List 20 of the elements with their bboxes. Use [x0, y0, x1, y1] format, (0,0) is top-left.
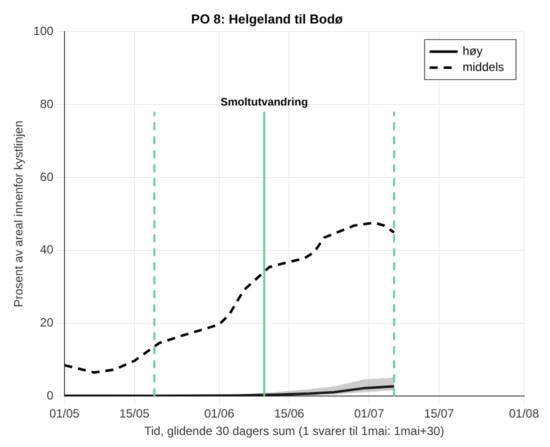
x-tick-label: 15/06 — [274, 406, 305, 421]
line-series — [64, 221, 396, 374]
x-tick-label: 15/07 — [424, 406, 454, 421]
legend-label: middels — [462, 60, 504, 74]
y-tick-label: 100 — [33, 24, 54, 38]
x-tick-label: 01/06 — [204, 406, 235, 421]
x-tick-label: 01/08 — [508, 406, 540, 421]
legend-label: høy — [462, 44, 483, 58]
x-tick-label: 15/05 — [119, 406, 150, 421]
y-tick-label: 0 — [46, 388, 54, 403]
y-tick-label: 80 — [40, 96, 54, 111]
chart-title: PO 8: Helgeland til Bodø — [191, 11, 343, 26]
x-axis-title: Tid, glidende 30 dagers sum (1 svarer til 1mai: 1mai+30) — [144, 424, 444, 438]
y-tick-label: 20 — [40, 316, 54, 330]
y-tick-label: 60 — [40, 170, 54, 184]
y-tick-label: 40 — [40, 242, 54, 257]
ref-line-label: Smoltutvandring — [220, 96, 308, 108]
x-tick-label: 01/07 — [354, 406, 384, 421]
x-tick-label: 01/05 — [49, 406, 80, 421]
y-axis-title: Prosent av areal innenfor kystlinjen — [12, 120, 26, 308]
